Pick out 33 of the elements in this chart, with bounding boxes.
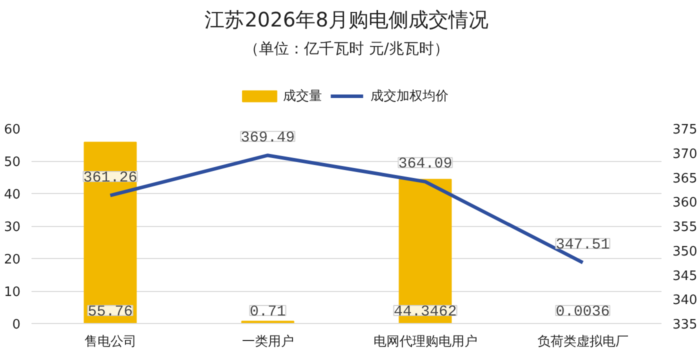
y2-tick-label: 365 — [672, 171, 698, 186]
data-label: 361.26 — [83, 169, 138, 186]
y2-tick-label: 375 — [672, 122, 698, 138]
x-tick-label: 电网代理购电用户 — [373, 334, 478, 350]
legend-label: 成交加权均价 — [370, 88, 448, 104]
y2-tick-label: 340 — [672, 293, 698, 308]
x-tick-label: 售电公司 — [84, 334, 136, 350]
y-tick-label: 50 — [4, 155, 21, 170]
data-label: 0.71 — [250, 304, 286, 320]
y2-tick-label: 355 — [672, 220, 698, 235]
data-label: 55.76 — [88, 304, 133, 320]
y2-tick-label: 350 — [672, 244, 698, 260]
data-label: 44.3462 — [394, 304, 457, 320]
bar — [84, 142, 137, 324]
y2-tick-label: 370 — [672, 146, 698, 162]
y-tick-label: 30 — [4, 220, 21, 235]
y2-tick-label: 335 — [672, 318, 698, 332]
data-label: 0.0036 — [556, 304, 610, 320]
data-label: 369.49 — [240, 129, 295, 146]
y-tick-label: 40 — [4, 188, 21, 202]
x-tick-label: 一类用户 — [242, 334, 294, 350]
y-tick-label: 10 — [4, 285, 21, 300]
legend-label: 成交量 — [283, 88, 322, 104]
y2-tick-label: 360 — [672, 196, 698, 211]
y-tick-label: 20 — [4, 252, 21, 268]
data-label: 347.51 — [556, 236, 610, 254]
x-tick-label: 负荷类虚拟电厂 — [537, 334, 628, 350]
data-label: 364.09 — [398, 156, 452, 173]
chart-title: 江苏2026年8月购电侧成交情况 — [204, 8, 488, 32]
y-tick-label: 0 — [12, 318, 21, 332]
y2-tick-label: 345 — [672, 268, 698, 284]
chart-subtitle: （单位：亿千瓦时 元/兆瓦时） — [244, 40, 449, 58]
y-tick-label: 60 — [4, 122, 21, 138]
